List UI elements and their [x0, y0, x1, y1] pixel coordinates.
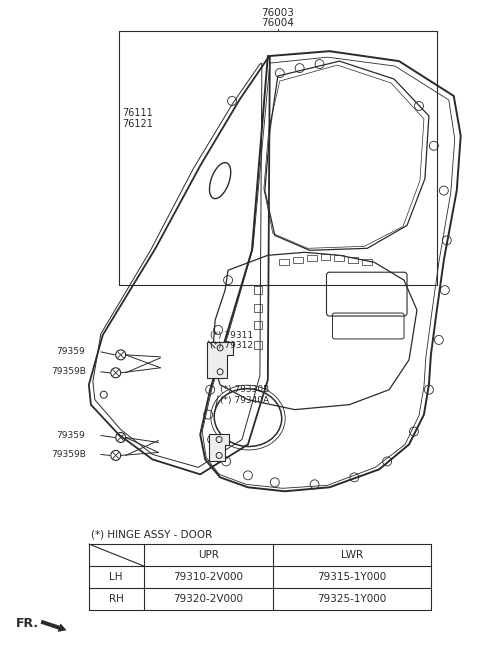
Text: 79325-1Y000: 79325-1Y000	[317, 594, 386, 604]
Bar	[307, 255, 316, 261]
Text: 79315-1Y000: 79315-1Y000	[317, 572, 386, 582]
Bar	[335, 255, 344, 261]
Text: 79310-2V000: 79310-2V000	[173, 572, 243, 582]
Bar	[362, 259, 372, 266]
Text: LWR: LWR	[341, 550, 363, 560]
Text: (*) 79311: (*) 79311	[210, 331, 253, 340]
Text: 79359: 79359	[56, 348, 85, 357]
Bar	[293, 257, 302, 264]
Bar	[254, 341, 262, 349]
Polygon shape	[209, 433, 229, 461]
Polygon shape	[207, 342, 233, 378]
Text: (*) 79330B: (*) 79330B	[220, 385, 269, 394]
Bar	[321, 255, 330, 260]
Bar	[348, 257, 358, 264]
Text: UPR: UPR	[198, 550, 218, 560]
Text: 76111: 76111	[123, 108, 154, 118]
Text: 76121: 76121	[123, 119, 154, 129]
Text: LH: LH	[109, 572, 123, 582]
Text: 76004: 76004	[261, 18, 294, 28]
Text: (*) 79312: (*) 79312	[210, 341, 253, 350]
Text: FR.: FR.	[16, 617, 39, 630]
FancyArrow shape	[40, 620, 67, 632]
Text: 76003: 76003	[261, 8, 294, 18]
Text: (*) HINGE ASSY - DOOR: (*) HINGE ASSY - DOOR	[91, 529, 212, 539]
Bar	[279, 259, 288, 266]
Text: 79359: 79359	[56, 431, 85, 440]
Text: 79320-2V000: 79320-2V000	[173, 594, 243, 604]
Bar	[254, 304, 262, 312]
Text: RH: RH	[109, 594, 124, 604]
Bar	[254, 286, 262, 294]
Text: (*) 79340A: (*) 79340A	[220, 396, 269, 405]
Text: 79359B: 79359B	[51, 368, 86, 376]
Text: 79359B: 79359B	[51, 450, 86, 459]
Bar	[254, 321, 262, 329]
